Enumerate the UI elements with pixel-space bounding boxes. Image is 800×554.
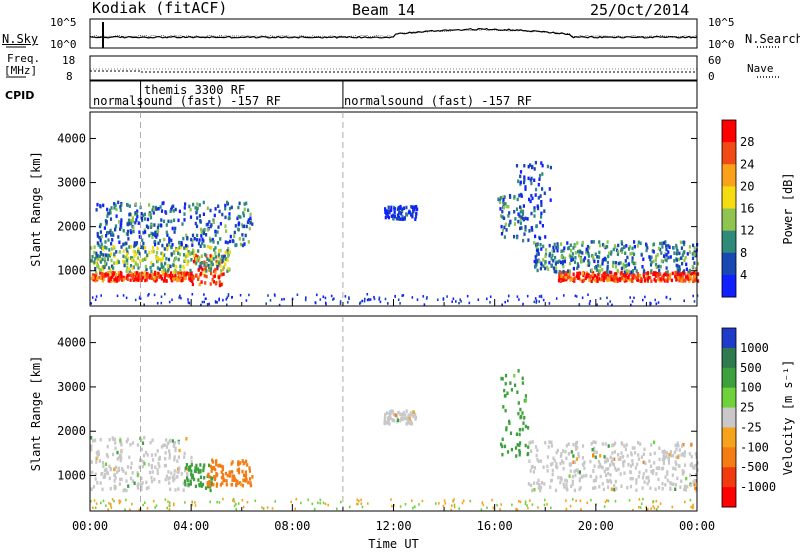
y-axis-label: Slant Range [km] [29,151,43,267]
y-tick-label: 1000 [57,264,86,278]
colorbar-segment [722,274,736,298]
freq-tick-bottom: 8 [66,70,73,83]
y-tick-label: 4000 [57,336,86,350]
colorbar-segment [722,252,736,276]
y-tick-label: 3000 [57,380,86,394]
colorbar-segment [722,427,736,448]
velocity-panel [90,369,699,512]
nsky-panel-frame [89,18,698,49]
x-tick-label: 08:00 [274,519,310,533]
colorbar-segment [722,328,736,349]
colorbar-tick-label: 12 [740,224,754,238]
cpid-label: CPID [5,89,35,102]
power-echo-region [90,244,232,275]
colorbar-tick-label: 28 [740,135,754,149]
velocity-echo-region [206,458,254,488]
velocity-echo-region [90,435,193,493]
power-echo-region [515,160,552,243]
power-echo-region [533,240,699,275]
colorbar-frame [721,327,737,508]
colorbar-segment [722,367,736,389]
colorbar-frame [721,119,737,298]
nave-tick-top: 60 [708,54,722,67]
nsky-tick-bottom: 10^0 [50,38,77,51]
y-tick-label: 2000 [57,220,86,234]
nave-tick-bottom: 0 [708,70,715,83]
colorbar-segment [722,164,736,187]
colorbar-segment [722,347,736,369]
x-tick-label: 00:00 [72,519,108,533]
x-tick-label: 16:00 [477,519,513,533]
power-panel [90,160,700,307]
colorbar-segment [722,186,736,209]
colorbar-segment [722,142,736,165]
beam-label: Beam 14 [352,1,416,19]
colorbar-tick-label: 25 [740,401,754,415]
y-axis-label: Slant Range [km] [29,356,43,472]
velocity-echo-region [527,440,699,493]
x-tick-label: 12:00 [375,519,411,533]
velocity-echo-region [383,409,418,426]
nave-label: Nave [747,62,774,75]
y-tick-label: 1000 [57,469,86,483]
colorbar-segment [722,120,736,143]
velocity-echo-region [500,369,530,458]
colorbar-tick-label: 4 [740,268,747,282]
date-label: 25/Oct/2014 [590,1,690,19]
radar-title: Kodiak (fitACF) [92,0,228,17]
freq-panel-frame [89,55,698,81]
colorbar-segment [722,387,736,409]
cpid-mode-normalsound-2: normalsound (fast) -157 RF [344,94,532,108]
freq-tick-top: 18 [62,54,76,67]
y-tick-label: 2000 [57,424,86,438]
nsky-tick-top: 10^5 [50,16,77,29]
power-echo-region [95,200,254,248]
cpid-mode-themis: themis 3300 RF [144,83,246,97]
colorbar-tick-label: -25 [740,420,762,434]
colorbar-tick-label: 20 [740,179,754,193]
colorbar-tick-label: -500 [740,460,769,474]
nsearch-label: N.Search [745,32,800,46]
colorbar-tick-label: 24 [740,157,754,171]
cpid-mode-normalsound-1: normalsound (fast) -157 RF [93,94,281,108]
colorbar-segment [722,467,736,488]
x-axis-label: Time UT [368,537,419,551]
nsearch-tick-bottom: 10^0 [708,38,735,51]
power-echo-region [90,270,194,283]
nsearch-tick-top: 10^5 [708,16,735,29]
nsky-line [89,27,698,39]
colorbar-tick-label: 8 [740,246,747,260]
colorbar-segment [722,447,736,468]
colorbar-tick-label: 16 [740,202,754,216]
colorbar-label: Velocity [m s⁻¹] [781,360,795,476]
colorbar-label: Power [dB] [781,172,795,244]
y-tick-label: 3000 [57,176,86,190]
y-tick-label: 4000 [57,131,86,145]
colorbar-tick-label: -100 [740,440,769,454]
x-tick-label: 20:00 [578,519,614,533]
x-tick-label: 00:00 [679,519,715,533]
nsearch-line [89,28,698,38]
colorbar-tick-label: 500 [740,361,762,375]
cpid-panel-frame [89,80,698,109]
nsky-label: N.Sky [2,32,39,46]
colorbar-segment [722,407,736,428]
freq-line [90,70,697,73]
power-echo-region [384,204,419,221]
freq-label: Freq. [7,52,41,65]
freq-unit-label: [MHz] [4,64,38,77]
colorbar-tick-label: 1000 [740,341,769,355]
colorbar-segment [722,230,736,254]
colorbar-segment [722,487,736,508]
colorbar-tick-label: 100 [740,381,762,395]
x-tick-label: 04:00 [173,519,209,533]
colorbar-segment [722,208,736,232]
colorbar-tick-label: -1000 [740,480,776,494]
